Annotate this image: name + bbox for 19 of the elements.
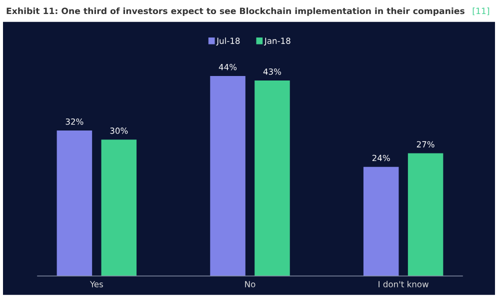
x-tick-label: No [245,281,256,288]
chart-title: Exhibit 11: One third of investors expect to see Blockchain implementation in their companies [6,8,464,16]
legend-label: Jul-18 [216,38,240,46]
bar [254,80,290,276]
bar [363,166,399,276]
x-tick-label: Yes [90,281,103,288]
bar [101,140,137,276]
data-label: 24% [372,154,390,162]
data-label: 32% [66,118,84,125]
data-label: 30% [110,128,128,134]
text: [11] [472,8,490,16]
bar [408,153,444,276]
data-label: 27% [416,141,434,148]
legend-label: Jan-18 [264,38,290,46]
x-tick-label: I don't know [378,280,428,288]
bar [210,76,246,276]
data-label: 43% [263,68,282,75]
data-label: 44% [218,64,237,70]
bar [56,130,92,276]
